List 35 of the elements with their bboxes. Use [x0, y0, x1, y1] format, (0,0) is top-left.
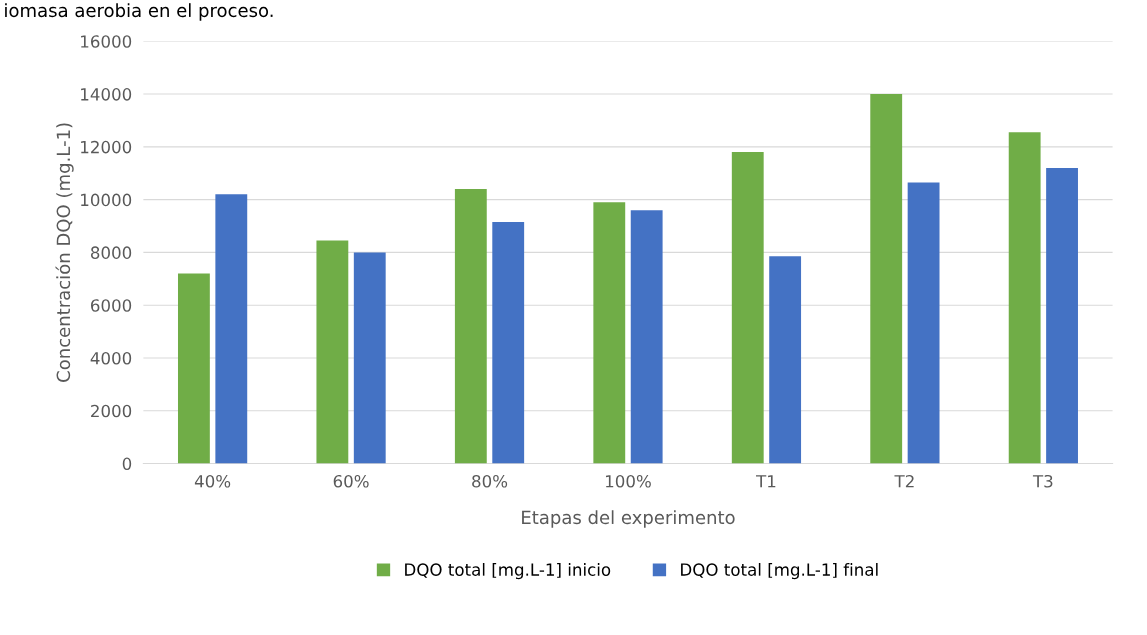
bar — [870, 94, 903, 464]
x-tick-label: 100% — [605, 474, 651, 488]
x-tick-label: 60% — [333, 474, 369, 488]
bar — [215, 194, 248, 464]
legend-label: DQO total [mg.L-1] final — [681, 563, 878, 580]
legend-label: DQO total [mg.L-1] inicio — [405, 563, 611, 580]
bar — [177, 273, 210, 464]
y-axis-title: Concentración DQO (mg.L-1) — [55, 123, 74, 382]
y-tick-label: 16000 — [81, 35, 132, 48]
y-tick-label: 12000 — [81, 140, 132, 154]
bar — [492, 222, 525, 464]
x-axis-title: Etapas del experimento — [522, 510, 735, 528]
y-tick-label: 10000 — [81, 193, 132, 207]
x-tick-label: T3 — [1032, 474, 1053, 488]
x-tick-label: T1 — [756, 475, 776, 488]
x-tick-label: 80% — [472, 474, 508, 488]
y-tick-label: 2000 — [91, 404, 132, 418]
x-tick-label: 40% — [194, 474, 231, 488]
bar — [353, 252, 386, 464]
bar — [593, 202, 626, 464]
bar — [769, 256, 802, 464]
x-tick-label: T2 — [894, 474, 914, 488]
y-tick-label: 14000 — [81, 88, 132, 101]
y-tick-label: 0 — [122, 457, 132, 471]
bar — [316, 240, 349, 464]
y-tick-label: 6000 — [91, 299, 132, 312]
bar — [1008, 132, 1041, 464]
y-tick-label: 8000 — [90, 246, 132, 259]
y-tick-label: 4000 — [90, 351, 132, 365]
bar — [454, 189, 487, 464]
text: iomasa aerobia en el proceso. — [5, 3, 273, 21]
bar — [1046, 167, 1078, 464]
bar — [630, 210, 663, 464]
bar — [907, 182, 940, 464]
bar — [731, 152, 764, 464]
